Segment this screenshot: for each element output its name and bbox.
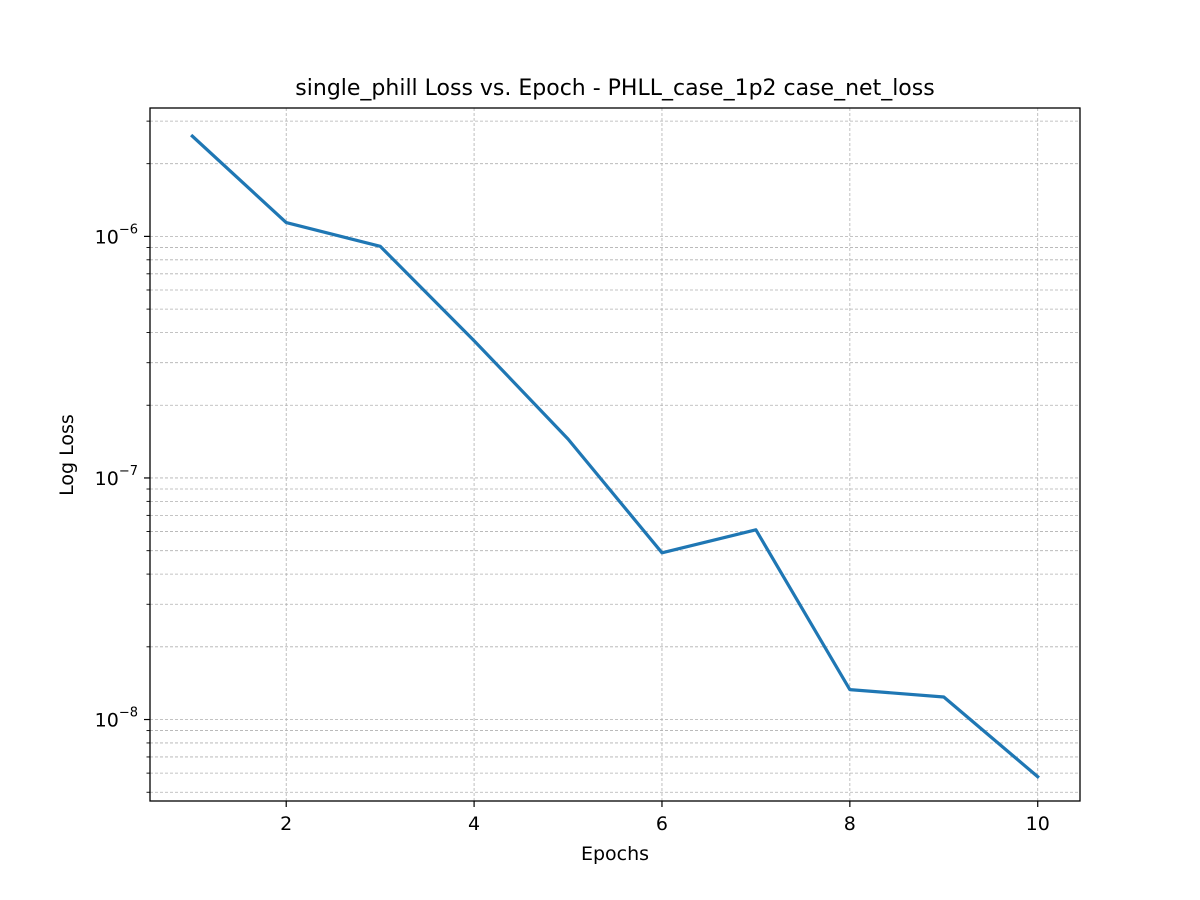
y-axis-label: Log Loss	[56, 414, 78, 496]
y-tick-exponent: −6	[119, 222, 138, 237]
y-tick-label: 10−8	[95, 706, 138, 732]
y-tick-base: 10	[95, 710, 119, 732]
y-tick-base: 10	[95, 468, 119, 490]
chart-title: single_phill Loss vs. Epoch - PHLL_case_…	[295, 76, 934, 101]
x-tick-label: 4	[468, 813, 480, 835]
y-tick-exponent: −8	[119, 706, 138, 721]
x-tick-label: 8	[844, 813, 856, 835]
y-tick-base: 10	[95, 226, 119, 248]
y-tick-label: 10−7	[95, 464, 138, 490]
x-tick-label: 6	[656, 813, 668, 835]
x-tick-label: 10	[1026, 813, 1050, 835]
x-axis-label: Epochs	[581, 843, 649, 865]
loss-series-line	[190, 133, 1040, 779]
y-tick-label: 10−6	[95, 222, 138, 248]
series-layer	[190, 133, 1040, 779]
x-tick-label: 2	[280, 813, 292, 835]
grid-lines	[150, 108, 1080, 801]
y-tick-exponent: −7	[119, 464, 138, 479]
plot-frame	[149, 107, 1081, 802]
